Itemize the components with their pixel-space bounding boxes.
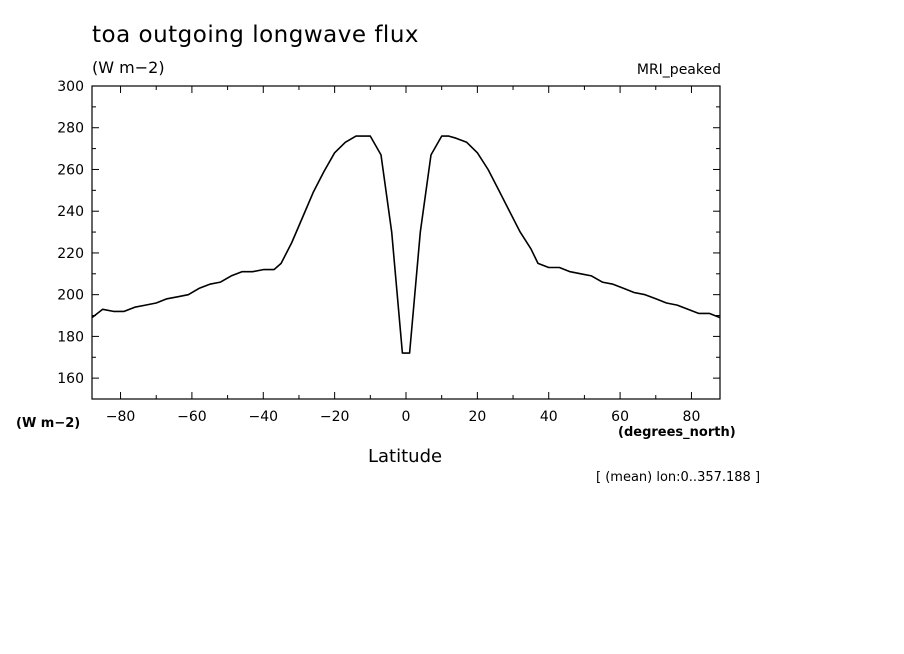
averaging-note: [ (mean) lon:0..357.188 ] [596,470,761,485]
x-tick-label: −20 [320,409,350,425]
y-tick-label: 200 [57,288,84,304]
y-tick-label: 260 [57,162,84,178]
y-tick-label: 240 [57,204,84,220]
x-tick-label: −60 [177,409,207,425]
units-label: (W m−2) [92,58,165,77]
legend-label: MRI_peaked [636,62,721,78]
y-tick-label: 280 [57,121,84,137]
y-tick-label: 300 [57,79,84,95]
y-tick-label: 180 [57,329,84,345]
plot-frame [91,85,721,400]
x-tick-label: 40 [540,409,558,425]
y-tick-label: 160 [57,371,84,387]
x-tick-label: 20 [468,409,486,425]
chart-title: toa outgoing longwave flux [92,22,420,48]
series-line [91,135,721,354]
x-tick-label: 0 [402,409,411,425]
y-axis-label: (W m−2) [16,416,81,431]
x-tick-label: −80 [106,409,136,425]
y-tick-label: 220 [57,246,84,262]
axes: −80 −60 −40 −20 0 20 40 60 80 160 180 200 220 240 260 2… [57,79,720,425]
x-tick-label: 60 [611,409,629,425]
x-tick-label: −40 [248,409,278,425]
x-axis-units: (degrees_north) [618,425,736,440]
x-axis-label: Latitude [368,446,443,467]
x-tick-label: 80 [683,409,701,425]
